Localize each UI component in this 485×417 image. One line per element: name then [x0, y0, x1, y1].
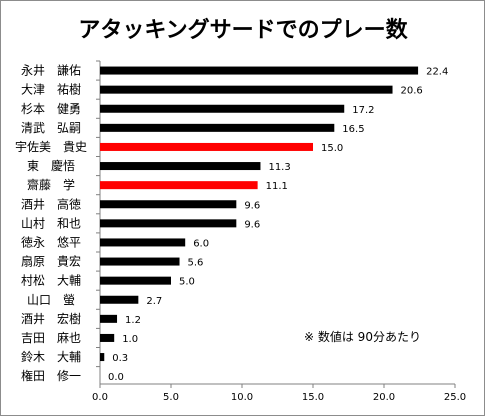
value-label: 5.0	[179, 277, 195, 288]
value-label: 16.5	[342, 124, 364, 135]
bar	[100, 314, 118, 323]
value-label: 15.0	[321, 143, 343, 154]
value-label: 17.2	[352, 105, 374, 116]
category-label: 鈴木 大輔	[21, 349, 81, 364]
value-label: 9.6	[244, 219, 260, 230]
x-tick-label: 25.0	[444, 392, 466, 403]
category-label: 大津 祐樹	[21, 83, 81, 97]
value-label: 9.6	[244, 200, 260, 211]
bar-highlighted	[100, 142, 313, 151]
bar	[100, 238, 186, 247]
bar	[100, 66, 419, 75]
bar	[100, 295, 139, 304]
value-label: 1.2	[125, 315, 141, 326]
chart-title: アタッキングサードでのプレー数	[78, 17, 408, 43]
x-tick-label: 10.0	[231, 392, 253, 403]
chart-annotation: ※ 数値は 90分あたり	[304, 329, 421, 344]
category-label: 山村 和也	[21, 216, 81, 230]
x-tick-label: 20.0	[373, 392, 395, 403]
bar-highlighted	[100, 181, 258, 190]
x-tick-label: 15.0	[302, 392, 324, 403]
x-tick-label: 5.0	[163, 392, 179, 403]
category-label: 酒井 高徳	[21, 196, 81, 211]
bar	[100, 353, 105, 362]
value-label: 0.3	[112, 353, 128, 364]
value-label: 6.0	[193, 238, 209, 249]
value-label: 22.4	[426, 67, 448, 78]
bar	[100, 219, 237, 228]
bar	[100, 162, 261, 171]
category-label: 杉本 健勇	[21, 102, 81, 116]
category-label: 山口 螢	[27, 293, 75, 307]
value-label: 2.7	[146, 296, 162, 307]
bar	[100, 104, 345, 113]
category-label: 齋藤 学	[27, 177, 75, 192]
category-label: 宇佐美 貴史	[15, 140, 87, 154]
bar	[100, 276, 171, 285]
value-label: 5.6	[188, 258, 204, 269]
value-label: 11.3	[268, 162, 290, 173]
category-label: 村松 大輔	[21, 274, 81, 288]
value-label: 0.0	[108, 372, 124, 383]
category-label: 吉田 麻也	[21, 330, 81, 345]
bar	[100, 85, 393, 94]
category-label: 扇原 貴宏	[21, 254, 81, 269]
value-label: 11.1	[266, 181, 288, 192]
plot-area: 0.0 5.0 10.0 15.0 20.0 25.0 永井 謙佑 22.4 大津 祐樹 20.6…	[15, 60, 466, 403]
category-label: 清武 弘嗣	[21, 121, 81, 135]
bar	[100, 123, 335, 132]
value-label: 20.6	[401, 86, 423, 97]
bar	[100, 200, 237, 209]
category-label: 権田 修一	[21, 368, 81, 383]
bar	[100, 257, 180, 266]
value-label: 1.0	[122, 334, 138, 345]
x-tick-label: 0.0	[92, 392, 108, 403]
category-label: 永井 謙佑	[21, 64, 81, 78]
category-label: 酒井 宏樹	[21, 311, 81, 326]
category-label: 徳永 悠平	[21, 234, 81, 249]
category-label: 東 慶悟	[27, 158, 75, 173]
bar	[100, 333, 115, 342]
